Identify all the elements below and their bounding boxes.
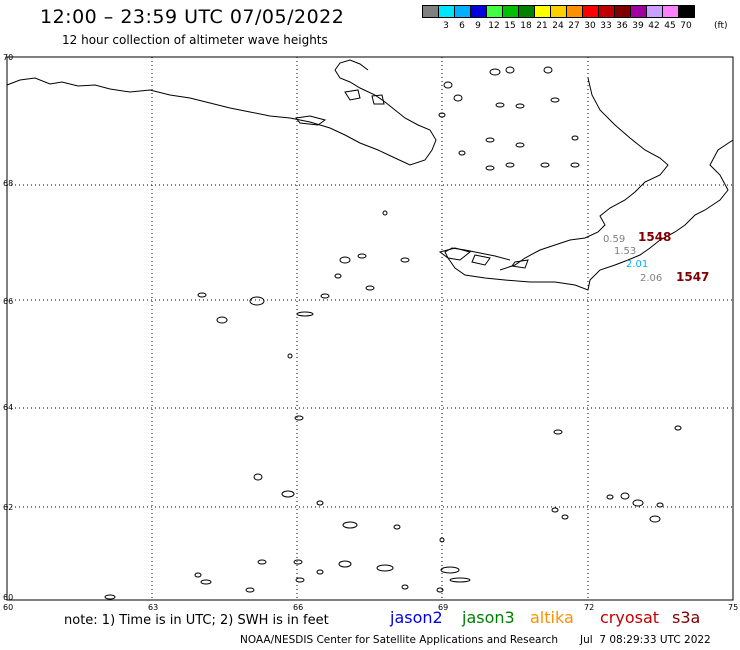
- lon-label: 63: [148, 603, 158, 612]
- pass-time-label: 1548: [638, 230, 671, 244]
- lat-label: 62: [3, 503, 13, 512]
- scale-label: 18: [520, 21, 532, 31]
- legend-s3a: s3a: [672, 608, 701, 627]
- map-frame: [6, 56, 734, 601]
- scale-label: 24: [552, 21, 564, 31]
- scale-label: 27: [568, 21, 580, 31]
- wave-height-value: 2.06: [640, 273, 662, 284]
- scale-label: 45: [664, 21, 676, 31]
- lon-label: 60: [3, 603, 13, 612]
- graticule: [7, 57, 733, 600]
- lat-label: 60: [3, 593, 13, 602]
- lat-label: 70: [3, 53, 13, 62]
- axis-labels: 70 68 66 64 62 60 60 63 66 69 72 75: [3, 53, 738, 612]
- scale-swatch: [678, 5, 695, 18]
- scale-unit: (ft): [714, 21, 728, 31]
- lon-label: 75: [728, 603, 738, 612]
- lat-label: 66: [3, 297, 13, 306]
- scale-label: 15: [504, 21, 516, 31]
- lon-label: 66: [293, 603, 303, 612]
- lat-label: 64: [3, 403, 13, 412]
- scale-label: 30: [584, 21, 596, 31]
- scale-label: 42: [648, 21, 660, 31]
- pass-time-label: 1547: [676, 270, 709, 284]
- legend-jason2: jason2: [390, 608, 443, 627]
- scale-label: 21: [536, 21, 548, 31]
- lon-label: 69: [438, 603, 448, 612]
- islands: [104, 66, 682, 600]
- color-scale: [422, 5, 695, 18]
- coastline: [6, 59, 734, 291]
- wave-height-value: 1.53: [614, 246, 636, 257]
- legend-jason3: jason3: [462, 608, 515, 627]
- wave-height-value: 0.59: [603, 234, 625, 245]
- scale-label: 6: [459, 21, 465, 31]
- credit-text: NOAA/NESDIS Center for Satellite Applica…: [240, 634, 558, 646]
- lon-label: 72: [584, 603, 594, 612]
- footer-note: note: 1) Time is in UTC; 2) SWH is in fe…: [64, 613, 329, 628]
- scale-label: 12: [488, 21, 500, 31]
- color-scale-labels: 3 6 9 12 15 18 21 24 27 30 33 36 39 42 45 70: [422, 21, 694, 31]
- scale-label: 36: [616, 21, 628, 31]
- timestamp-text: Jul 7 08:29:33 UTC 2022: [580, 634, 711, 646]
- scale-label: 33: [600, 21, 612, 31]
- legend-cryosat: cryosat: [600, 608, 660, 627]
- scale-label: 39: [632, 21, 644, 31]
- map-title: 12:00 – 23:59 UTC 07/05/2022: [40, 6, 345, 28]
- observations: 0.59 1.53 2.01 2.06 1548 1547: [603, 230, 709, 284]
- scale-label: 3: [443, 21, 449, 31]
- wave-height-value: 2.01: [626, 259, 648, 270]
- lat-label: 68: [3, 179, 13, 188]
- scale-label: 70: [680, 21, 692, 31]
- scale-label: 9: [475, 21, 481, 31]
- map-subtitle: 12 hour collection of altimeter wave hei…: [62, 33, 328, 47]
- legend-altika: altika: [530, 608, 574, 627]
